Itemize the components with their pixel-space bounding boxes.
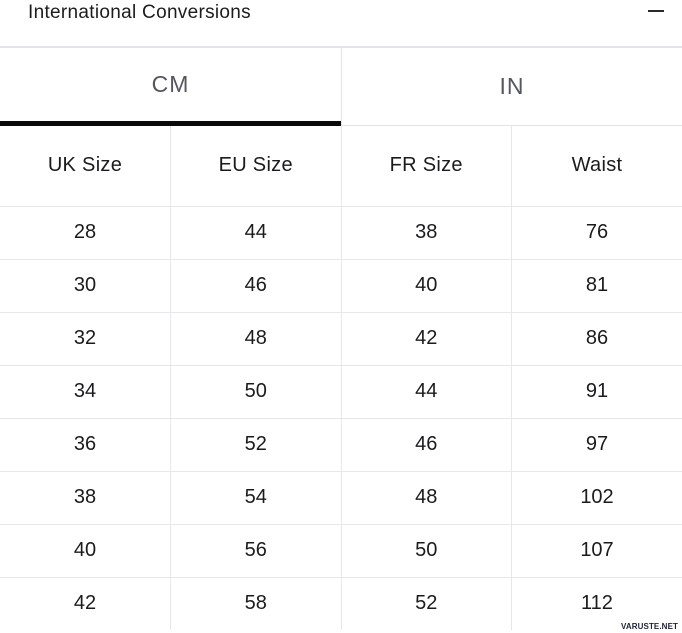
watermark: VARUSTE.NET bbox=[621, 622, 678, 631]
table-row: 38 54 48 102 bbox=[0, 470, 682, 524]
cell-uk-size: 40 bbox=[0, 523, 171, 577]
table-row: 32 48 42 86 bbox=[0, 311, 682, 365]
column-header-eu-size: EU Size bbox=[170, 126, 341, 206]
cell-uk-size: 38 bbox=[0, 470, 171, 524]
cell-uk-size: 32 bbox=[0, 311, 171, 365]
tab-cm[interactable]: CM bbox=[0, 48, 341, 126]
tab-in-label: IN bbox=[499, 73, 525, 99]
tab-in[interactable]: IN bbox=[341, 48, 682, 126]
cell-uk-size: 34 bbox=[0, 364, 171, 418]
cell-fr-size: 40 bbox=[340, 258, 512, 312]
tab-cm-label: CM bbox=[151, 71, 190, 97]
cell-fr-size: 42 bbox=[340, 311, 512, 365]
table-row: 42 58 52 112 bbox=[0, 576, 682, 630]
cell-uk-size: 30 bbox=[0, 258, 171, 312]
cell-waist: 81 bbox=[511, 258, 682, 312]
cell-fr-size: 52 bbox=[340, 576, 512, 630]
cell-waist: 76 bbox=[511, 205, 682, 259]
cell-eu-size: 52 bbox=[170, 417, 341, 471]
table-row: 28 44 38 76 bbox=[0, 205, 682, 259]
table-row: 36 52 46 97 bbox=[0, 417, 682, 471]
table-header-row: UK Size EU Size FR Size Waist bbox=[0, 126, 682, 206]
cell-fr-size: 48 bbox=[340, 470, 512, 524]
cell-waist: 112 bbox=[511, 576, 682, 630]
cell-fr-size: 46 bbox=[340, 417, 512, 471]
cell-uk-size: 36 bbox=[0, 417, 171, 471]
page-title: International Conversions bbox=[28, 2, 251, 23]
cell-fr-size: 50 bbox=[340, 523, 512, 577]
cell-eu-size: 50 bbox=[170, 364, 341, 418]
cell-eu-size: 56 bbox=[170, 523, 341, 577]
cell-eu-size: 58 bbox=[170, 576, 341, 630]
minimize-icon[interactable] bbox=[648, 9, 664, 25]
widget-header: International Conversions bbox=[0, 0, 682, 46]
table-row: 40 56 50 107 bbox=[0, 523, 682, 577]
unit-tabs: CM IN bbox=[0, 46, 682, 126]
cell-waist: 102 bbox=[511, 470, 682, 524]
size-conversion-table: UK Size EU Size FR Size Waist 28 44 38 7… bbox=[0, 126, 682, 630]
cell-fr-size: 44 bbox=[340, 364, 512, 418]
cell-eu-size: 44 bbox=[170, 205, 341, 259]
cell-uk-size: 28 bbox=[0, 205, 171, 259]
cell-eu-size: 46 bbox=[170, 258, 341, 312]
column-header-uk-size: UK Size bbox=[47, 154, 123, 177]
cell-waist: 107 bbox=[511, 523, 682, 577]
cell-fr-size: 38 bbox=[340, 205, 512, 259]
table-row: 34 50 44 91 bbox=[0, 364, 682, 418]
cell-eu-size: 48 bbox=[170, 311, 341, 365]
cell-waist: 97 bbox=[511, 417, 682, 471]
cell-eu-size: 54 bbox=[170, 470, 341, 524]
column-header-fr-size: FR Size bbox=[340, 126, 512, 206]
cell-waist: 86 bbox=[511, 311, 682, 365]
column-header-waist: Waist bbox=[511, 126, 682, 206]
cell-waist: 91 bbox=[511, 364, 682, 418]
cell-uk-size: 42 bbox=[0, 576, 171, 630]
table-row: 30 46 40 81 bbox=[0, 258, 682, 312]
